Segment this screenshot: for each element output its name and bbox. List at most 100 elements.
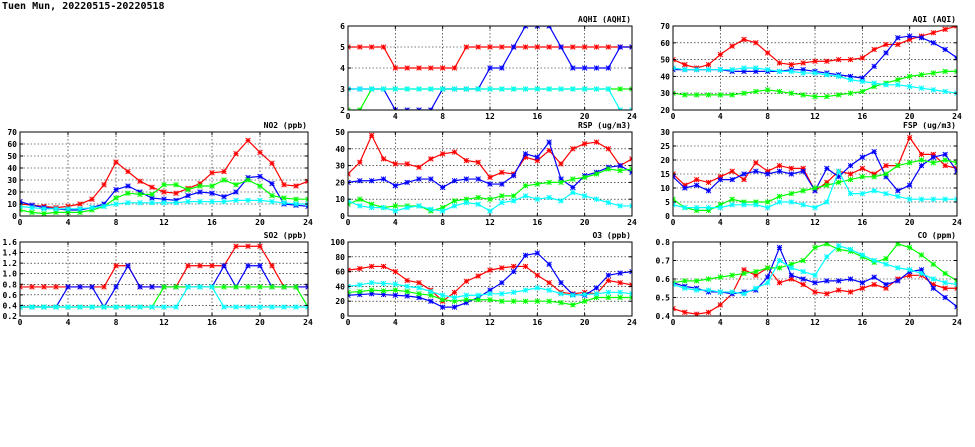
data-point (753, 285, 759, 292)
data-point (173, 284, 179, 290)
y-tick-label: 80 (335, 253, 345, 262)
data-point (682, 204, 688, 211)
data-point (605, 44, 612, 50)
data-point (847, 190, 854, 197)
data-point (682, 61, 688, 68)
x-tick-label: 20 (905, 218, 915, 227)
data-point (522, 193, 529, 199)
data-point (137, 200, 143, 206)
data-point (463, 157, 470, 164)
x-tick-label: 24 (952, 218, 962, 227)
data-point (800, 202, 806, 208)
data-point (233, 304, 239, 310)
data-point (883, 41, 889, 48)
data-point (475, 194, 481, 201)
data-point (705, 207, 712, 214)
data-point (185, 192, 191, 199)
data-point (53, 206, 59, 212)
data-point (77, 304, 83, 310)
data-point (404, 293, 410, 299)
data-point (918, 85, 925, 91)
data-point (593, 171, 600, 177)
data-point (682, 285, 688, 292)
data-point (753, 40, 759, 46)
data-point (113, 201, 119, 207)
data-point (859, 55, 866, 61)
data-point (416, 164, 422, 171)
data-point (741, 270, 747, 277)
x-tick-label: 4 (718, 218, 723, 227)
x-tick-label: 8 (765, 112, 770, 121)
data-point (859, 174, 866, 180)
data-point (269, 192, 275, 199)
y-tick-label: 0.8 (656, 238, 671, 247)
data-point (824, 254, 830, 260)
data-point (392, 268, 399, 275)
data-point (233, 150, 239, 157)
data-point (753, 65, 759, 71)
data-point (605, 199, 612, 206)
data-point (558, 299, 564, 306)
data-point (233, 189, 239, 195)
y-tick-label: 0 (340, 312, 345, 321)
data-point (101, 304, 107, 310)
y-tick-label: 0.4 (656, 312, 671, 321)
data-point (930, 87, 937, 93)
data-point (546, 86, 552, 92)
data-point (741, 176, 747, 183)
x-tick-label: 16 (533, 218, 543, 227)
data-point (392, 161, 399, 167)
data-point (729, 168, 735, 174)
data-point (41, 210, 47, 216)
data-point (581, 141, 588, 147)
data-point (847, 276, 854, 282)
data-point (475, 86, 481, 92)
data-point (404, 288, 410, 295)
x-tick-label: 12 (810, 112, 820, 121)
y-tick-label: 15 (660, 170, 670, 179)
x-tick-label: 12 (485, 112, 495, 121)
data-point (357, 177, 363, 184)
x-tick-label: 8 (114, 218, 119, 227)
data-point (221, 194, 227, 200)
data-point (883, 261, 889, 267)
y-tick-label: 70 (660, 22, 670, 31)
data-point (113, 159, 119, 165)
data-point (895, 265, 901, 271)
data-point (800, 165, 806, 172)
data-point (53, 284, 59, 290)
data-point (173, 200, 179, 206)
data-point (800, 168, 806, 174)
data-point (368, 204, 375, 211)
x-tick-label: 4 (393, 112, 398, 121)
y-tick-label: 1.0 (3, 270, 18, 279)
data-point (233, 197, 239, 204)
data-point (593, 65, 600, 71)
y-tick-label: 0 (665, 212, 670, 221)
data-point (522, 298, 529, 304)
data-point (101, 284, 107, 290)
data-point (605, 65, 612, 71)
data-point (77, 206, 83, 212)
y-tick-label: 30 (660, 128, 670, 137)
data-point (776, 88, 783, 95)
data-point (859, 154, 866, 160)
data-point (510, 289, 517, 296)
data-point (65, 304, 71, 310)
data-point (209, 170, 215, 176)
data-point (173, 190, 179, 196)
data-point (125, 200, 131, 206)
data-point (161, 200, 167, 206)
data-point (281, 284, 287, 290)
data-point (741, 199, 747, 205)
data-point (895, 188, 901, 194)
data-point (428, 156, 434, 162)
data-point (605, 294, 612, 301)
data-point (149, 195, 155, 201)
y-tick-label: 3 (340, 85, 345, 94)
data-point (764, 168, 771, 174)
data-point (717, 66, 724, 73)
data-point (233, 182, 239, 188)
data-point (693, 66, 700, 73)
data-point (753, 160, 759, 166)
